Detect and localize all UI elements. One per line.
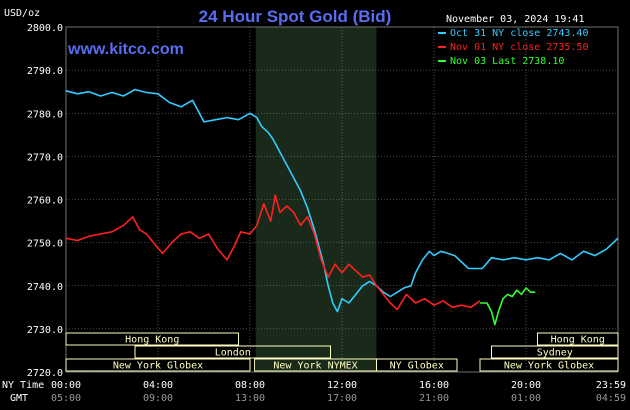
date-time-label: November 03, 2024 19:41	[446, 14, 584, 25]
session-label: New York Globex	[504, 361, 594, 372]
session-box: Hong Kong	[537, 332, 619, 346]
session-box: New York Globex	[479, 358, 619, 372]
x-tick-label-gmt: 05:00	[51, 393, 81, 404]
y-tick-label: 2790.0	[27, 66, 63, 77]
session-label: New York Globex	[113, 361, 203, 372]
session-box-bg	[537, 332, 619, 346]
y-tick-label: 2750.0	[27, 239, 63, 250]
legend-entry: Oct 31 NY close 2743.40	[450, 28, 588, 39]
session-box-bg	[65, 332, 239, 346]
plot-frame	[65, 26, 619, 373]
legend-entry: Nov 01 NY close 2735.50	[450, 42, 588, 53]
x-tick-label-gmt: 17:00	[327, 393, 357, 404]
x-tick-label-ny: 16:00	[419, 380, 449, 391]
session-label: New York NYMEX	[273, 361, 357, 372]
session-box: London	[134, 345, 331, 359]
gmt-row-label: GMT	[10, 393, 28, 404]
session-box: Sydney	[491, 345, 619, 359]
x-tick-label-gmt: 01:00	[511, 393, 541, 404]
x-tick-label-ny: 04:00	[143, 380, 173, 391]
unit-label: USD/oz	[4, 8, 40, 19]
series-line-0	[65, 88, 619, 313]
session-label: London	[215, 348, 251, 359]
x-tick-label-gmt: 13:00	[235, 393, 265, 404]
series-line-2	[480, 287, 536, 326]
session-label: NY Globex	[390, 361, 444, 372]
y-tick-label: 2770.0	[27, 152, 63, 163]
x-tick-label-ny: 00:00	[51, 380, 81, 391]
session-box: New York Globex	[65, 358, 251, 372]
session-label: Hong Kong	[551, 335, 605, 346]
session-box: Hong Kong	[65, 332, 239, 346]
x-tick-label-ny: 12:00	[327, 380, 357, 391]
session-box-bg	[491, 345, 619, 359]
session-box: NY Globex	[376, 358, 458, 372]
website-label: www.kitco.com	[67, 41, 184, 58]
session-box-bg	[134, 345, 331, 359]
y-tick-label: 2780.0	[27, 109, 63, 120]
ny-time-row-label: NY Time	[2, 380, 44, 391]
session-label: Sydney	[537, 348, 573, 359]
session-box-bg	[65, 358, 251, 372]
y-tick-label: 2730.0	[27, 325, 63, 336]
y-tick-label: 2800.0	[27, 23, 63, 34]
x-tick-label-ny: 20:00	[511, 380, 541, 391]
chart-title: 24 Hour Spot Gold (Bid)	[199, 7, 392, 26]
x-tick-label-gmt: 09:00	[143, 393, 173, 404]
x-tick-label-gmt: 04:59	[596, 393, 626, 404]
x-tick-label-gmt: 21:00	[419, 393, 449, 404]
session-box-bg	[479, 358, 619, 372]
y-tick-label: 2740.0	[27, 282, 63, 293]
x-tick-label-ny: 23:59	[596, 380, 626, 391]
legend: Oct 31 NY close 2743.40 Nov 01 NY close 2…	[438, 28, 588, 67]
y-tick-label: 2760.0	[27, 196, 63, 207]
session-label: Hong Kong	[125, 335, 179, 346]
legend-entry: Nov 03 Last 2738.10	[450, 56, 564, 67]
x-tick-label-ny: 08:00	[235, 380, 265, 391]
y-tick-label: 2720.0	[27, 368, 63, 379]
session-box-bg	[376, 358, 458, 372]
series-line-1	[65, 194, 481, 311]
